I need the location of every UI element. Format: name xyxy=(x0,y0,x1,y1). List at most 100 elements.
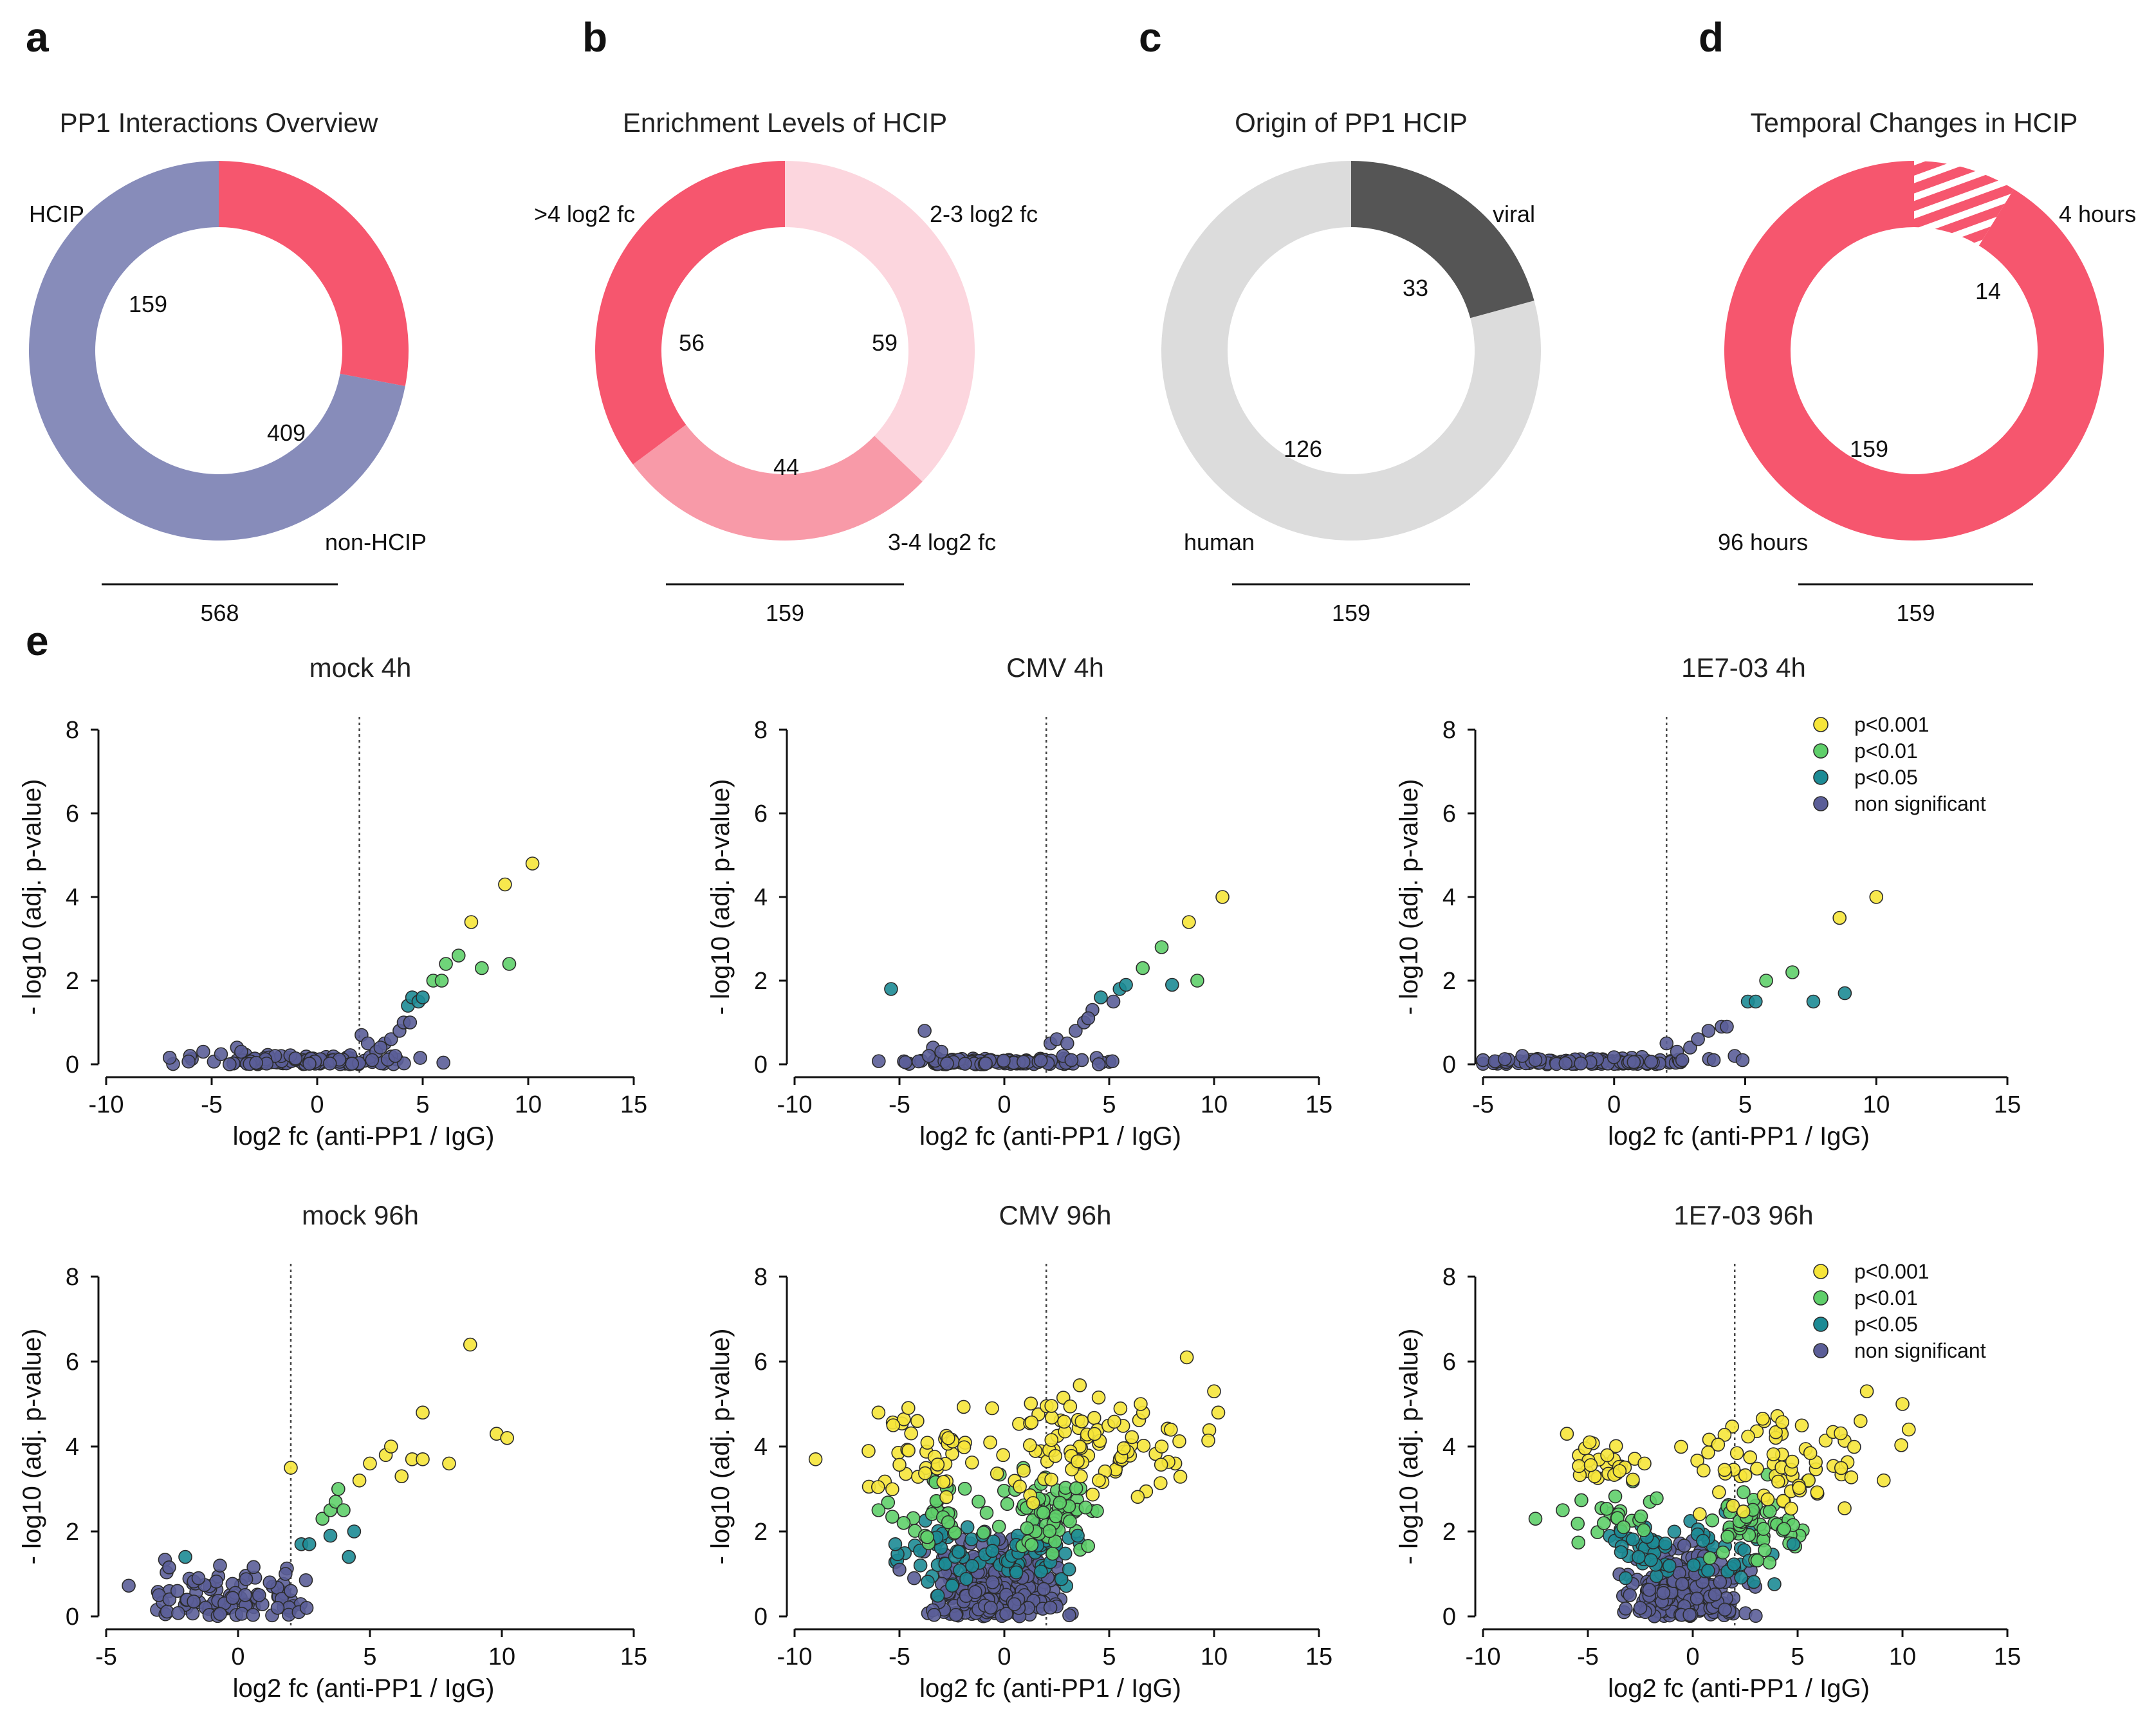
legend-marker xyxy=(1813,1317,1829,1332)
y-tick-label: 0 xyxy=(754,1604,768,1631)
data-point xyxy=(323,1528,338,1543)
x-tick-label: 5 xyxy=(1102,1091,1116,1118)
data-point xyxy=(927,1607,941,1622)
data-point xyxy=(1215,890,1230,904)
data-point xyxy=(1729,1446,1744,1461)
data-point xyxy=(1042,1524,1057,1539)
data-point xyxy=(263,1575,277,1589)
data-point xyxy=(964,1456,979,1470)
data-point xyxy=(1675,1576,1690,1591)
slice-label: viral xyxy=(1493,201,1535,227)
data-point xyxy=(1081,1539,1096,1553)
data-point xyxy=(1713,1575,1728,1589)
data-point xyxy=(249,1055,263,1070)
y-tick-label: 4 xyxy=(1442,1434,1456,1461)
data-point xyxy=(1608,1489,1623,1504)
data-point xyxy=(1062,1562,1076,1576)
data-point xyxy=(1044,1399,1058,1413)
data-point xyxy=(1106,994,1121,1009)
data-point xyxy=(383,1439,398,1454)
x-tick-label: 5 xyxy=(1791,1643,1804,1670)
x-tick-label: -5 xyxy=(889,1643,910,1670)
data-point xyxy=(1085,1487,1100,1502)
donut-slice xyxy=(29,161,405,541)
data-point xyxy=(1706,1053,1721,1068)
x-tick-label: 10 xyxy=(1201,1643,1228,1670)
plot-title: 1E7-03 4h xyxy=(1681,652,1806,683)
data-point xyxy=(209,1575,223,1589)
data-point xyxy=(1876,1473,1891,1488)
data-point xyxy=(991,1519,1006,1534)
x-tick-label: 15 xyxy=(1994,1091,2021,1118)
data-point xyxy=(1702,1551,1717,1566)
y-axis-label: - log10 (adj. p-value) xyxy=(1395,1329,1423,1565)
data-point xyxy=(214,1047,228,1062)
y-tick-label: 6 xyxy=(1442,1349,1456,1376)
data-point xyxy=(1634,1509,1648,1524)
data-point xyxy=(322,1056,337,1071)
donut-slice xyxy=(1724,161,2104,541)
data-point xyxy=(1758,1543,1772,1557)
data-point xyxy=(162,1592,177,1607)
data-point xyxy=(394,1469,409,1483)
data-point xyxy=(1705,1513,1720,1528)
data-point xyxy=(284,1461,298,1475)
data-point xyxy=(1037,1582,1051,1596)
chart-title: Enrichment Levels of HCIP xyxy=(623,107,947,138)
data-point xyxy=(1069,1024,1083,1038)
data-point xyxy=(921,1049,936,1063)
data-point xyxy=(213,1558,227,1573)
data-point xyxy=(1701,1564,1715,1578)
data-point xyxy=(345,1057,359,1071)
data-point xyxy=(1498,1052,1512,1066)
y-tick-label: 8 xyxy=(66,1264,79,1291)
data-point xyxy=(1207,1384,1221,1398)
data-point xyxy=(464,915,479,929)
data-point xyxy=(1618,1571,1633,1586)
data-point xyxy=(1747,1575,1761,1589)
data-point xyxy=(278,1567,293,1581)
data-point xyxy=(1717,1463,1732,1477)
data-point xyxy=(171,1606,185,1620)
data-point xyxy=(178,1549,192,1564)
legend-marker xyxy=(1813,1343,1829,1358)
data-point xyxy=(1612,1464,1627,1478)
data-point xyxy=(945,1578,959,1593)
donut-chart-c: Origin of PP1 HCIP viral 33 human 126 159 xyxy=(1161,107,1541,626)
slice-label: >4 log2 fc xyxy=(534,201,635,227)
chart-title: PP1 Interactions Overview xyxy=(60,107,379,138)
panel-letter-a: a xyxy=(26,14,49,60)
data-point xyxy=(1784,1501,1798,1516)
data-point xyxy=(1749,1609,1763,1623)
data-point xyxy=(363,1456,377,1471)
data-point xyxy=(1737,1485,1751,1499)
y-tick-label: 4 xyxy=(754,884,768,911)
data-point xyxy=(502,957,517,971)
data-point xyxy=(1190,974,1204,988)
x-tick-label: -5 xyxy=(201,1091,223,1118)
data-point xyxy=(1515,1049,1529,1063)
data-point xyxy=(1063,1514,1077,1529)
donut-slice xyxy=(632,424,923,541)
data-point xyxy=(1020,1521,1035,1535)
x-tick-label: 15 xyxy=(1305,1091,1332,1118)
data-point xyxy=(1667,1524,1682,1539)
x-tick-label: 0 xyxy=(231,1643,244,1670)
panel-letter-c: c xyxy=(1139,14,1162,60)
data-point xyxy=(1009,1565,1024,1580)
slice-value-label: 44 xyxy=(773,454,799,480)
y-tick-label: 6 xyxy=(754,1349,768,1376)
data-point xyxy=(1834,1461,1848,1475)
data-point xyxy=(957,1481,972,1496)
data-point xyxy=(1046,1546,1060,1561)
data-point xyxy=(1173,1470,1188,1484)
data-point xyxy=(1600,1448,1614,1463)
x-tick-label: 0 xyxy=(1686,1643,1699,1670)
plot-title: mock 96h xyxy=(302,1200,419,1230)
data-point xyxy=(1777,1522,1791,1536)
slice-label: 96 hours xyxy=(1718,529,1808,555)
y-tick-label: 6 xyxy=(1442,800,1456,828)
data-point xyxy=(1749,994,1763,1009)
data-point xyxy=(1662,1558,1677,1573)
data-point xyxy=(416,1452,430,1466)
